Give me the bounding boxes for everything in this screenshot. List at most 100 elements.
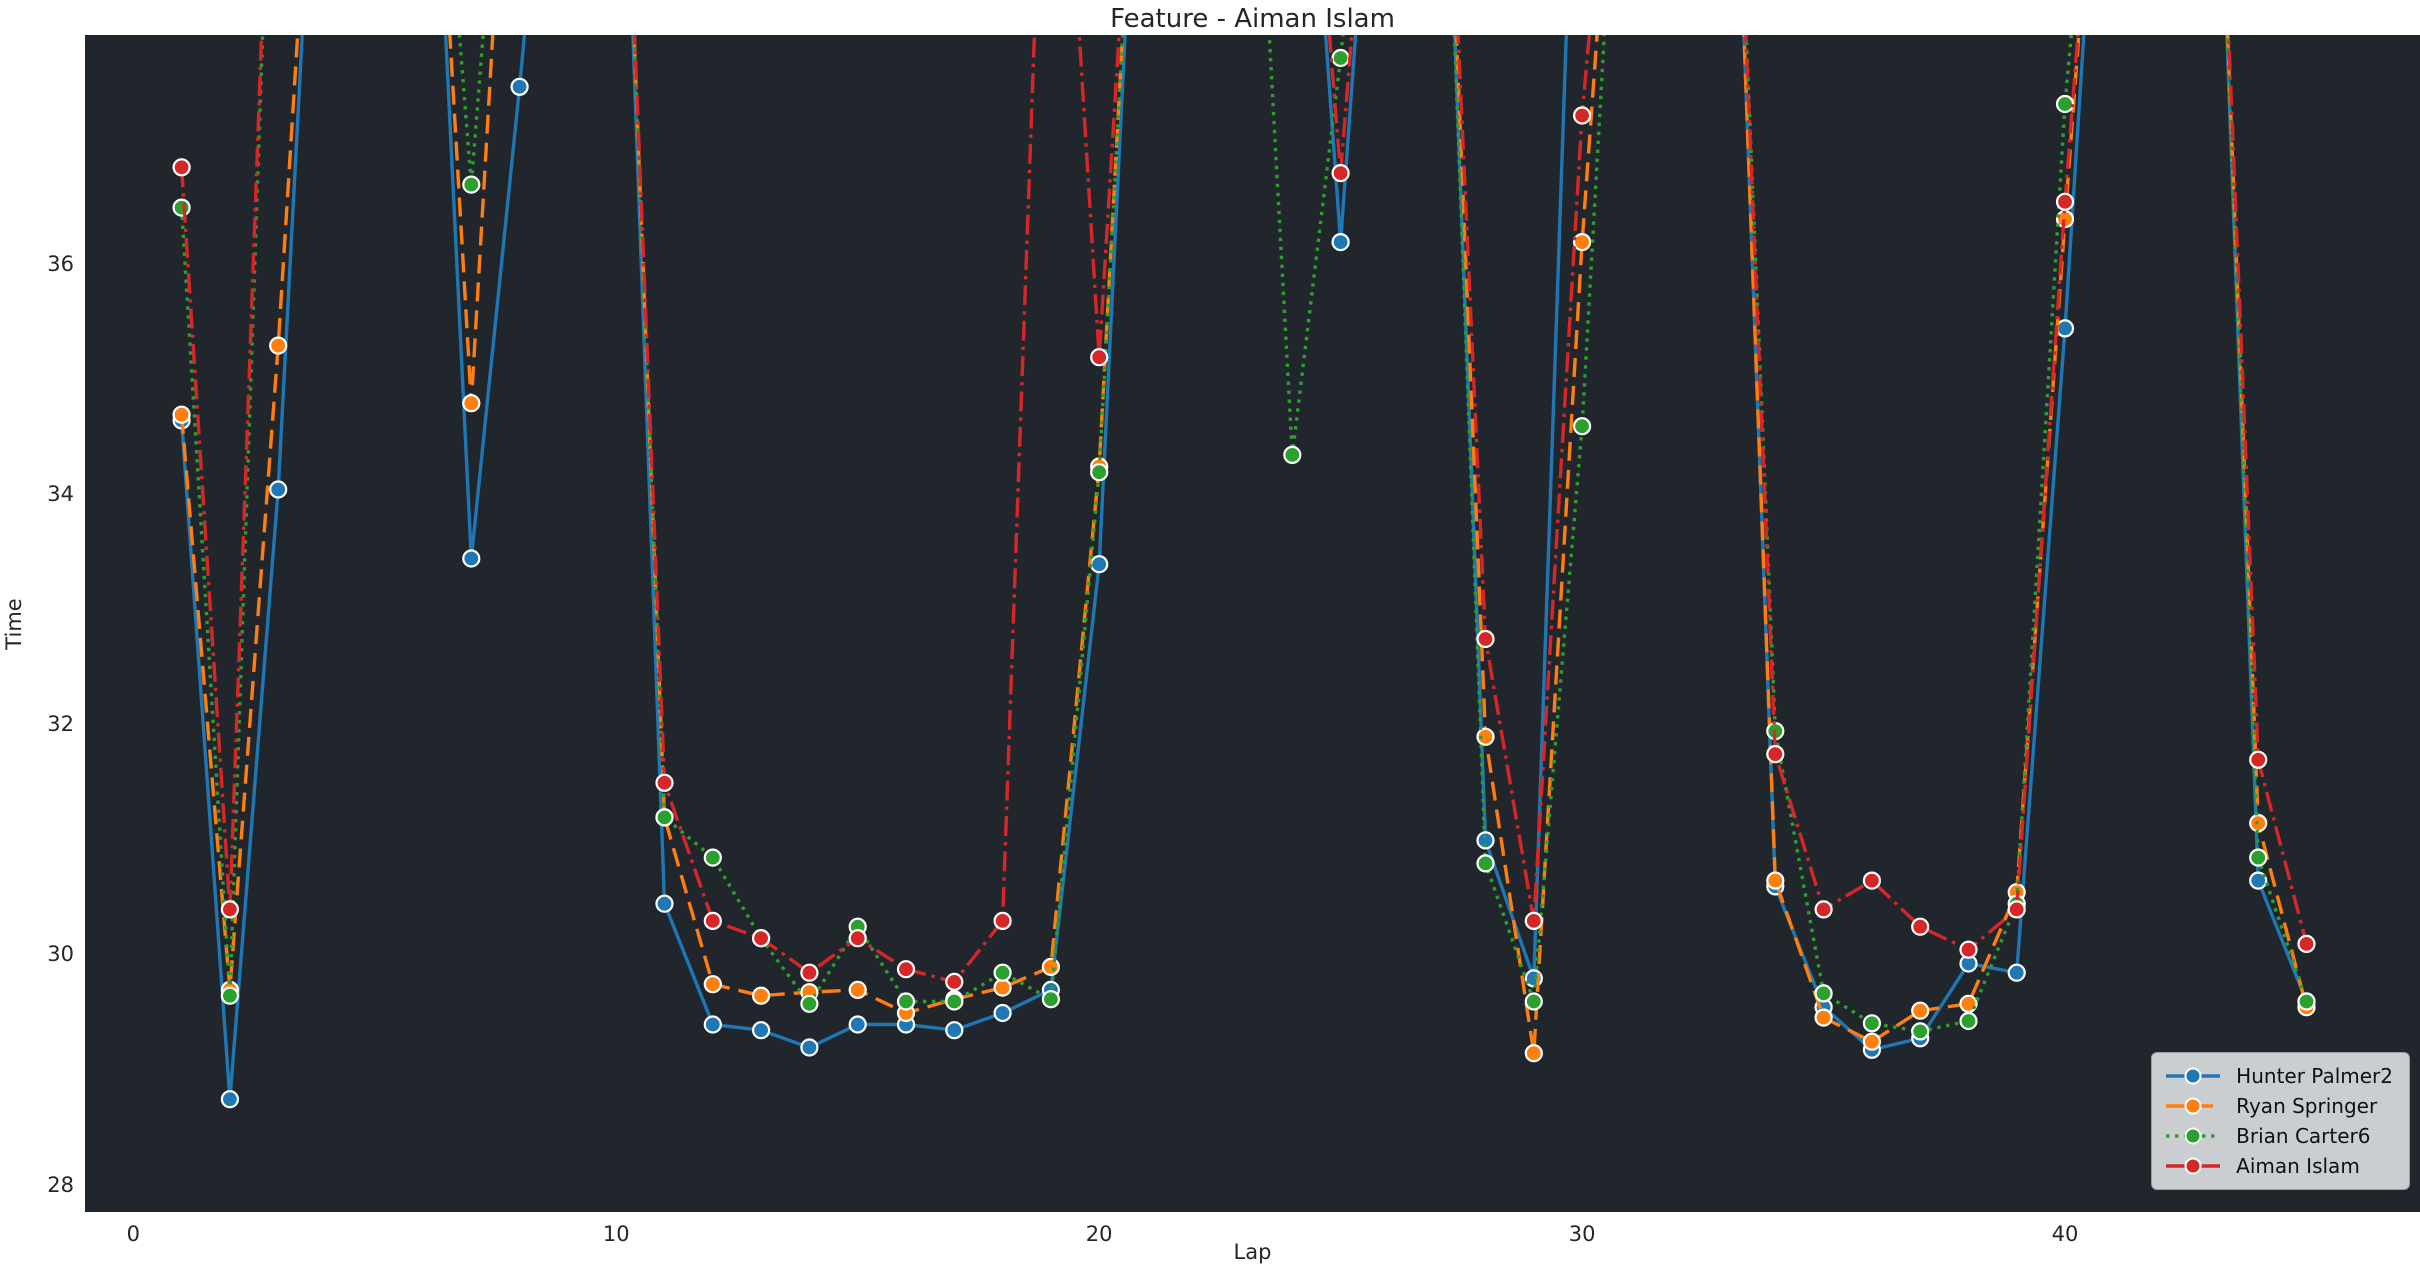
data-point-marker <box>1911 917 1930 936</box>
legend-label: Aiman Islam <box>2236 1154 2360 1178</box>
data-point-marker <box>1090 555 1109 574</box>
data-point-marker <box>1090 348 1109 367</box>
legend-sample-line <box>2166 1127 2221 1145</box>
data-point-marker <box>848 929 867 948</box>
data-point-marker <box>220 986 239 1005</box>
data-point-marker <box>172 405 191 424</box>
legend-sample-line <box>2166 1067 2221 1085</box>
data-point-marker <box>1331 164 1350 183</box>
data-point-marker <box>993 911 1012 931</box>
x-axis-label: Lap <box>1233 1240 1272 1264</box>
data-point-marker <box>993 1003 1012 1023</box>
legend-label: Ryan Springer <box>2236 1094 2378 1118</box>
y-axis-label: Time <box>2 598 26 650</box>
legend-item-hunter-palmer2: Hunter Palmer2 <box>2164 1061 2393 1091</box>
data-point-marker <box>655 808 674 827</box>
data-point-marker <box>2055 94 2075 114</box>
data-point-marker <box>1572 233 1592 252</box>
data-point-marker <box>751 986 771 1005</box>
data-point-marker <box>993 963 1012 982</box>
y-tick-label-36: 36 <box>47 252 74 277</box>
legend-item-ryan-springer: Ryan Springer <box>2164 1091 2393 1121</box>
data-point-marker <box>2297 934 2316 954</box>
data-point-marker <box>655 894 674 913</box>
data-point-marker <box>1331 233 1350 252</box>
data-point-marker <box>1959 940 1978 959</box>
data-point-marker <box>1041 990 1061 1009</box>
data-point-marker <box>896 960 916 979</box>
data-point-marker <box>655 773 674 792</box>
data-point-marker <box>703 975 722 994</box>
series-line-hunter-palmer2 <box>179 35 2309 1100</box>
data-point-marker <box>1524 992 1543 1011</box>
data-point-marker <box>1959 1011 1978 1031</box>
data-point-marker <box>1476 727 1495 746</box>
legend-label: Hunter Palmer2 <box>2236 1064 2393 1088</box>
data-point-marker <box>896 992 916 1011</box>
data-point-marker <box>462 175 481 194</box>
data-point-marker <box>751 929 771 948</box>
data-point-marker <box>1041 957 1061 977</box>
legend-label: Brian Carter6 <box>2236 1124 2371 1148</box>
data-point-marker <box>2249 848 2268 867</box>
data-point-marker <box>1476 831 1495 850</box>
legend-sample-line <box>2166 1157 2221 1175</box>
y-tick-label-28: 28 <box>47 1172 74 1197</box>
legend-item-aiman-islam: Aiman Islam <box>2164 1151 2393 1181</box>
data-point-marker <box>2249 871 2268 890</box>
data-point-marker <box>848 1015 867 1034</box>
data-point-marker <box>462 394 481 413</box>
x-tick-label-20: 20 <box>1085 1222 1113 1246</box>
data-point-marker <box>703 911 722 931</box>
data-point-marker <box>1862 1032 1882 1051</box>
data-point-marker <box>1862 871 1882 890</box>
data-point-marker <box>945 992 964 1011</box>
legend: Hunter Palmer2 Ryan Springer Brian Carter6… <box>2151 1052 2410 1190</box>
data-point-marker <box>2007 963 2026 982</box>
data-point-marker <box>172 198 191 217</box>
data-point-marker <box>2055 319 2075 338</box>
data-point-marker <box>172 158 191 177</box>
data-point-marker <box>1814 984 1833 1003</box>
data-point-marker <box>1814 900 1833 919</box>
data-point-marker <box>462 549 481 568</box>
data-point-marker <box>1572 417 1592 436</box>
data-point-marker <box>220 1090 239 1109</box>
data-point-marker <box>703 848 722 867</box>
data-point-marker <box>703 1015 722 1034</box>
series-line-aiman-islam <box>179 35 2309 984</box>
data-point-marker <box>1911 1022 1930 1041</box>
data-point-marker <box>1959 994 1978 1013</box>
data-point-marker <box>945 972 964 992</box>
chart-title: Feature - Aiman Islam <box>1110 4 1395 34</box>
plot-background <box>85 35 2420 1212</box>
data-point-marker <box>1283 445 1302 464</box>
x-tick-label-10: 10 <box>602 1222 630 1246</box>
data-point-marker <box>1572 106 1592 125</box>
data-point-marker <box>1814 1008 1833 1027</box>
data-point-marker <box>1524 911 1543 931</box>
data-point-marker <box>993 978 1012 997</box>
data-point-marker <box>1476 629 1495 649</box>
series-line-ryan-springer <box>179 35 2309 1054</box>
data-point-marker <box>269 336 288 355</box>
data-point-marker <box>1476 854 1495 873</box>
data-point-marker <box>1911 1001 1930 1020</box>
y-tick-label-32: 32 <box>47 712 74 737</box>
data-point-marker <box>510 77 529 96</box>
data-point-marker <box>1090 463 1109 482</box>
data-point-marker <box>751 1021 771 1040</box>
data-point-marker <box>1862 1014 1882 1033</box>
data-point-marker <box>2297 992 2316 1011</box>
data-point-marker <box>2055 192 2075 211</box>
data-point-marker <box>945 1021 964 1040</box>
data-point-marker <box>269 480 288 499</box>
legend-item-brian-carter6: Brian Carter6 <box>2164 1121 2393 1151</box>
data-point-marker <box>800 994 819 1013</box>
y-tick-label-30: 30 <box>47 942 74 967</box>
data-point-marker <box>2007 900 2026 919</box>
y-tick-label-34: 34 <box>47 482 74 507</box>
data-point-marker <box>800 963 819 982</box>
